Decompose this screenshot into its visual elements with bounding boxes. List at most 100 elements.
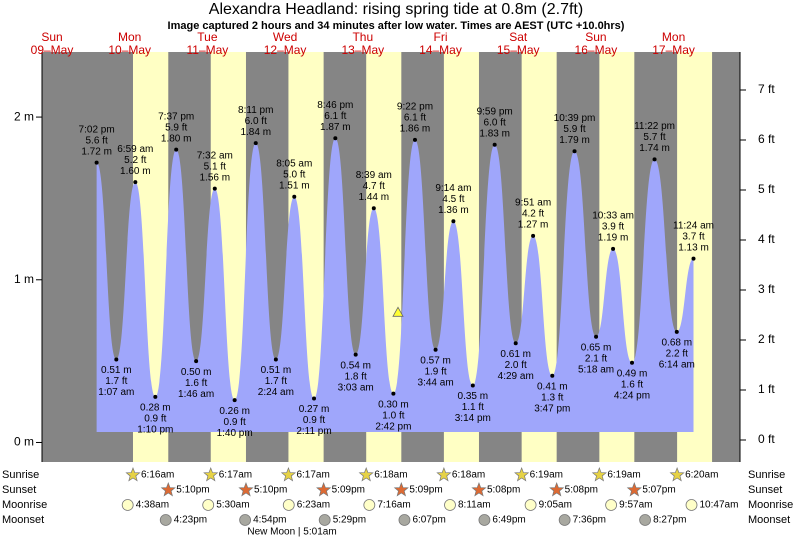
tide-point [232,398,237,403]
tide-time: 9:59 pm [477,106,513,117]
tide-time: 4:24 pm [614,390,650,401]
tide-point [652,157,657,162]
moonset-icon [398,514,411,526]
sunset-time: 5:09pm [332,485,365,496]
tide-height: 0.51 m [261,365,292,376]
tide-height: 1.72 m [81,146,112,157]
tide-ft: 5.1 ft [204,161,226,172]
row-label-right: Sunrise [748,469,785,481]
tide-height: 1.84 m [240,127,271,138]
tide-height: 1.87 m [320,122,351,133]
moonrise-time: 6:23am [297,500,330,511]
day-date: 15–May [497,43,540,57]
tide-point [674,329,679,334]
day-weekday: Fri [434,30,448,44]
tide-ft: 5.9 ft [165,122,187,133]
sunset-time: 5:07pm [642,485,675,496]
tide-time: 1:07 am [98,387,134,398]
tide-time: 9:51 am [515,197,551,208]
moonrise-icon [363,499,376,511]
tide-point [212,186,217,191]
moonset-time: 5:29pm [333,515,366,526]
tide-ft: 0.9 ft [144,414,166,425]
tide-point [194,359,199,364]
tide-ft: 1.7 ft [265,376,287,387]
sun-icon [238,482,254,497]
moonset-icon [558,514,571,526]
tide-ft: 2.0 ft [505,360,527,371]
moonrise-icon [202,499,215,511]
day-date: 16–May [575,43,618,57]
moonrise-icon [605,499,618,511]
moonset-icon [159,514,172,526]
tide-ft: 5.2 ft [124,155,146,166]
day-weekday: Sun [41,30,62,44]
sun-icon [280,467,297,482]
row-label-right: Sunset [748,484,782,496]
tide-time: 3:47 pm [534,403,570,414]
tide-ft: 0.9 ft [224,417,246,428]
tide-ft: 1.3 ft [541,392,563,403]
moonrise-time: 8:11am [458,500,491,511]
tide-time: 3:14 pm [455,413,491,424]
sunrise-time: 6:18am [452,470,485,481]
tide-ft: 5.0 ft [283,169,305,180]
moonrise-time: 7:16am [377,500,410,511]
tide-height: 0.30 m [378,399,409,410]
sunset-time: 5:10pm [254,485,287,496]
tide-height: 0.50 m [181,367,212,378]
sun-icon [436,467,452,482]
tide-point [451,219,456,224]
y2-tick-label: 0 ft [758,432,775,446]
sun-icon [358,467,374,482]
tide-height: 0.65 m [581,342,612,353]
tide-time: 9:14 am [435,183,471,194]
sun-icon [160,482,176,497]
sunrise-time: 6:19am [530,470,563,481]
tide-ft: 6.1 ft [404,112,426,123]
tide-time: 2:24 am [258,387,294,398]
tide-point [114,357,119,362]
tide-height: 1.19 m [598,233,629,244]
sun-icon [626,482,642,497]
tide-time: 7:37 pm [158,111,194,122]
moonrise-time: 9:57am [619,500,652,511]
tide-point [353,352,358,357]
moonrise-time: 5:30am [216,500,249,511]
tide-ft: 3.7 ft [682,231,704,242]
tide-height: 1.56 m [200,172,231,183]
tide-point [629,360,634,365]
tide-time: 10:39 pm [554,113,596,124]
sun-icon [591,467,607,482]
tide-point [611,246,616,251]
tide-ft: 2.2 ft [666,348,688,359]
day-date: 13–May [341,43,384,57]
day-weekday: Sun [585,30,606,44]
tide-ft: 4.7 ft [363,181,385,192]
tide-ft: 6.0 ft [484,117,506,128]
day-weekday: Sat [509,30,528,44]
chart-title: Alexandra Headland: rising spring tide a… [209,1,583,18]
tide-time: 3:44 am [418,377,454,388]
tide-height: 1.51 m [279,180,310,191]
y2-tick-label: 2 ft [758,332,775,346]
tide-point [594,334,599,339]
tide-ft: 5.6 ft [85,135,107,146]
tide-time: 10:33 am [592,211,634,222]
tide-time: 5:18 am [578,364,614,375]
tide-ft: 1.9 ft [424,366,446,377]
tide-time: 6:59 am [117,144,153,155]
sunrise-time: 6:17am [219,470,252,481]
day-weekday: Tue [197,30,218,44]
tide-point [153,394,158,399]
day-date: 09–May [31,43,74,57]
tide-ft: 4.2 ft [522,208,544,219]
chart-subtitle: Image captured 2 hours and 34 minutes af… [168,20,625,32]
tide-time: 8:39 am [356,170,392,181]
tide-ft: 1.7 ft [105,376,127,387]
sun-icon [316,482,332,497]
sun-icon [393,482,409,497]
moonrise-time: 9:05am [539,500,572,511]
tide-time: 8:05 am [276,158,312,169]
